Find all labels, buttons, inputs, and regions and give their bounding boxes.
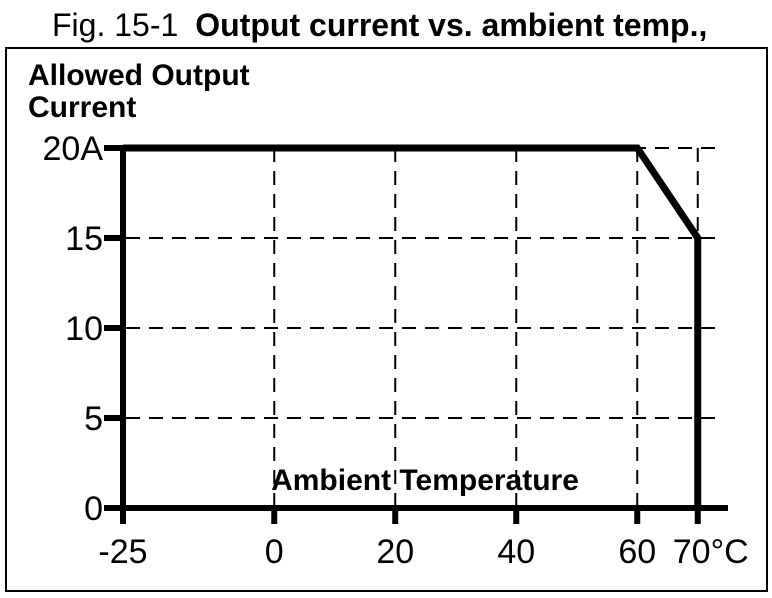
x-tick-label: -25 bbox=[98, 533, 147, 571]
series-allowed-output-current-derating bbox=[123, 144, 702, 508]
x-tick-label: 20 bbox=[376, 533, 414, 571]
y-tick-label: 5 bbox=[84, 400, 103, 438]
figure-number: Fig. 15-1 bbox=[52, 7, 179, 43]
y-tick-label: 15 bbox=[65, 220, 103, 258]
x-tick-label: 60 bbox=[618, 533, 656, 571]
y-tick-label: 20A bbox=[43, 130, 104, 168]
y-tick-label: 10 bbox=[65, 310, 103, 348]
figure-border bbox=[5, 47, 768, 592]
y-axis-title: Allowed Output Current bbox=[28, 59, 250, 124]
figure-title: Fig. 15-1 Output current vs. ambient temp… bbox=[52, 6, 707, 44]
y-tick-label: 0 bbox=[84, 490, 103, 528]
x-tick-label: 70°C bbox=[673, 533, 749, 571]
x-axis-title: Ambient Temperature bbox=[271, 464, 579, 497]
x-tick-label: 0 bbox=[265, 533, 284, 571]
x-tick-label: 40 bbox=[497, 533, 535, 571]
figure-title-text: Output current vs. ambient temp., bbox=[195, 7, 708, 43]
